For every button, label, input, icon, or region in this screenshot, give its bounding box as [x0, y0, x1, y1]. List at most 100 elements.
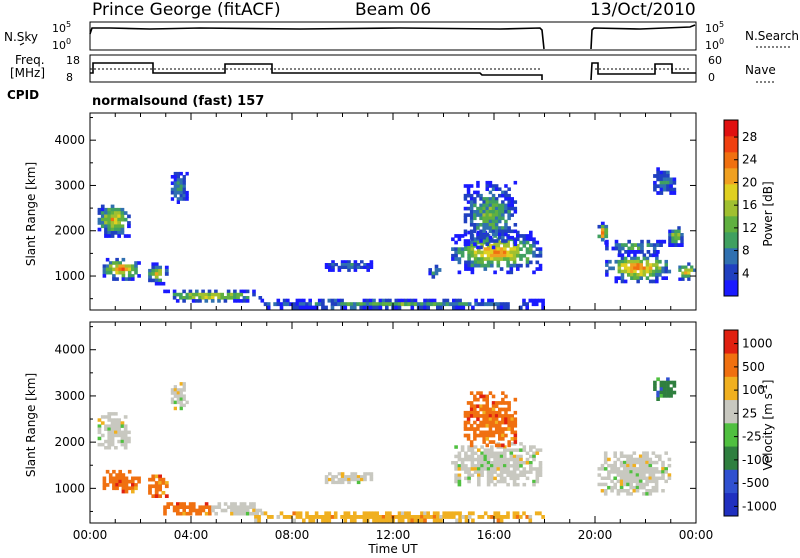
data-cell — [343, 511, 348, 516]
data-cell — [347, 475, 351, 479]
data-cell — [513, 397, 518, 402]
data-cell — [642, 256, 647, 261]
data-cell — [617, 276, 622, 280]
data-cell — [507, 216, 511, 221]
data-cell — [479, 203, 483, 208]
data-cell — [504, 190, 508, 195]
data-cell — [633, 269, 637, 274]
data-cell — [179, 178, 183, 182]
data-cell — [242, 508, 247, 513]
data-cell — [491, 430, 496, 435]
data-cell — [397, 518, 402, 523]
data-cell — [504, 203, 508, 208]
data-cell — [503, 515, 507, 519]
data-cell — [491, 187, 496, 191]
data-cell — [469, 235, 474, 240]
data-cell — [105, 267, 110, 272]
data-cell — [372, 305, 376, 310]
data-cell — [504, 206, 508, 211]
data-cell — [175, 292, 180, 297]
data-cell — [627, 259, 631, 264]
data-cell — [501, 200, 505, 204]
data-cell — [494, 417, 499, 422]
data-cell — [466, 200, 471, 204]
data-cell — [245, 508, 250, 513]
colorbar-segment — [724, 216, 738, 233]
data-cell — [282, 515, 287, 519]
data-cell — [515, 515, 520, 519]
data-cell — [163, 508, 167, 513]
data-cell — [448, 511, 453, 516]
data-cell — [410, 302, 415, 307]
data-cell — [407, 302, 411, 307]
data-cell — [666, 174, 670, 178]
data-cell — [432, 515, 437, 519]
data-cell — [176, 391, 180, 395]
data-cell — [169, 502, 174, 506]
data-region — [451, 230, 543, 275]
data-cell — [503, 247, 507, 251]
data-cell — [298, 298, 303, 303]
data-cell — [404, 515, 408, 519]
data-cell — [381, 302, 386, 307]
data-cell — [613, 451, 617, 455]
data-cell — [507, 417, 511, 422]
data-cell — [490, 302, 494, 307]
data-cell — [321, 302, 325, 307]
data-cell — [616, 470, 621, 474]
data-cell — [541, 302, 545, 307]
data-cell — [343, 302, 348, 307]
data-cell — [655, 256, 659, 261]
data-cell — [365, 298, 370, 303]
data-cell — [638, 482, 643, 487]
data-cell — [158, 281, 162, 286]
data-cell — [131, 486, 135, 491]
data-cell — [668, 236, 672, 241]
data-cell — [327, 518, 332, 523]
data-cell — [485, 420, 489, 425]
data-cell — [630, 263, 634, 267]
data-cell — [454, 464, 458, 468]
data-cell — [252, 289, 256, 294]
data-cell — [604, 231, 609, 235]
data-cell — [501, 232, 505, 237]
data-cell — [642, 492, 646, 496]
data-cell — [164, 268, 169, 273]
data-cell — [473, 457, 478, 462]
data-cell — [538, 250, 543, 255]
colorbar-tick-label: 4 — [742, 266, 750, 280]
data-cell — [467, 515, 472, 519]
data-cell — [661, 276, 665, 280]
data-cell — [192, 502, 196, 506]
power-colorbar-title: Power [dB] — [761, 181, 775, 246]
data-cell — [195, 299, 199, 303]
data-cell — [522, 244, 527, 248]
data-cell — [308, 302, 312, 307]
data-cell — [292, 511, 296, 516]
data-cell — [227, 505, 231, 509]
data-cell — [148, 477, 152, 482]
data-cell — [474, 302, 478, 307]
data-cell — [151, 268, 156, 273]
data-cell — [510, 229, 514, 234]
data-cell — [516, 464, 520, 468]
colorbar-tick-label: 25 — [742, 406, 757, 420]
data-cell — [604, 234, 609, 239]
data-cell — [457, 457, 462, 462]
data-cell — [494, 219, 499, 224]
data-cell — [327, 515, 332, 519]
data-cell — [97, 207, 102, 212]
data-cell — [532, 240, 536, 245]
data-cell — [498, 187, 502, 191]
data-cell — [488, 197, 493, 201]
data-cell — [677, 236, 681, 241]
data-cell — [334, 263, 338, 267]
data-cell — [458, 518, 462, 523]
x-tick-label: 00:00 — [679, 528, 714, 542]
data-cell — [519, 454, 523, 459]
data-cell — [627, 273, 631, 277]
data-cell — [490, 470, 494, 474]
data-cell — [519, 240, 523, 245]
data-cell — [179, 184, 183, 189]
data-cell — [353, 515, 357, 519]
